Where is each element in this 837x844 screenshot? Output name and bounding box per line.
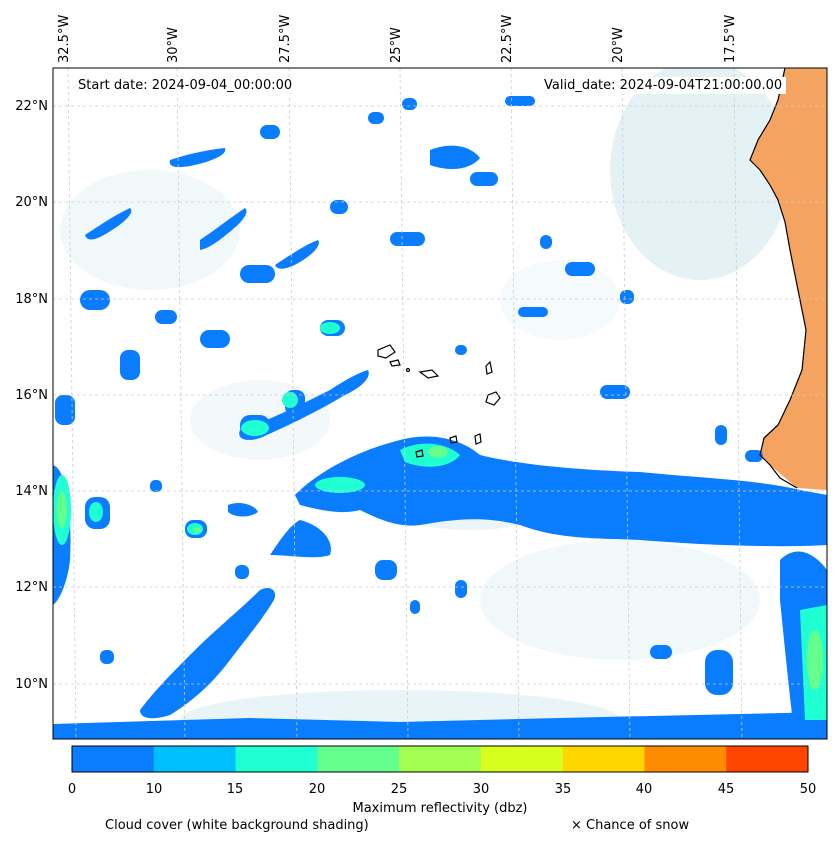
lon-label: 32.5°W	[57, 15, 72, 63]
colorbar-tick: 35	[554, 782, 572, 797]
colorbar-tick: 25	[390, 782, 408, 797]
reflectivity-core-cells	[57, 446, 823, 690]
colorbar-label: Maximum reflectivity (dbz)	[352, 801, 528, 816]
lat-label: 18°N	[15, 292, 48, 307]
longitude-labels: 32.5°W 30°W 27.5°W 25°W 22.5°W 20°W 17.5…	[57, 15, 738, 63]
lat-label: 10°N	[15, 677, 48, 692]
colorbar-swatch	[317, 746, 400, 772]
lon-label: 30°W	[166, 27, 181, 63]
cloud-cover-shading	[60, 68, 790, 739]
colorbar-swatch	[480, 746, 564, 772]
start-date-label: Start date: 2024-09-04_00:00:00	[74, 77, 297, 94]
lat-label: 12°N	[15, 580, 48, 595]
africa-land	[750, 68, 827, 490]
colorbar	[72, 746, 809, 772]
lon-label: 25°W	[389, 27, 404, 63]
colorbar-swatch	[72, 746, 155, 772]
colorbar-tick: 30	[472, 782, 490, 797]
colorbar-tick: 45	[717, 782, 735, 797]
meridian-line	[621, 68, 631, 739]
lon-label: 22.5°W	[500, 15, 515, 63]
lat-label: 20°N	[15, 195, 48, 210]
map-panel	[53, 68, 827, 739]
lat-label: 14°N	[15, 484, 48, 499]
lon-label: 17.5°W	[723, 15, 738, 63]
graticule	[53, 68, 827, 739]
africa-coastline	[749, 68, 807, 489]
colorbar-tick: 40	[635, 782, 653, 797]
lon-label: 27.5°W	[278, 15, 293, 63]
snow-legend: × Chance of snow	[571, 818, 690, 833]
lon-label: 20°W	[611, 27, 626, 63]
colorbar-swatch	[726, 746, 809, 772]
meridian-line	[399, 68, 409, 739]
colorbar-tick: 15	[226, 782, 244, 797]
colorbar-swatch	[562, 746, 645, 772]
valid-date-label: Valid_date: 2024-09-04T21:00:00.00	[540, 77, 787, 94]
latitude-labels: 22°N 20°N 18°N 16°N 14°N 12°N 10°N	[15, 99, 48, 692]
meridian-line	[288, 68, 298, 739]
lat-label: 22°N	[15, 99, 48, 114]
cape-verde-islands	[377, 344, 501, 458]
colorbar-swatch	[644, 746, 727, 772]
colorbar-swatch	[235, 746, 318, 772]
map-frame	[52, 67, 828, 740]
colorbar-swatch	[153, 746, 237, 772]
meridian-line	[733, 68, 743, 739]
colorbar-frame	[71, 745, 809, 773]
cloud-cover-legend: Cloud cover (white background shading)	[105, 818, 369, 833]
meridian-line	[176, 68, 186, 739]
meridian-line	[510, 68, 520, 739]
colorbar-swatch	[399, 746, 482, 772]
colorbar-tick: 10	[145, 782, 163, 797]
colorbar-tick: 0	[67, 782, 77, 797]
meridian-line	[67, 68, 77, 739]
lat-label: 16°N	[15, 388, 48, 403]
colorbar-tick: 50	[799, 782, 817, 797]
colorbar-tick: 20	[308, 782, 326, 797]
